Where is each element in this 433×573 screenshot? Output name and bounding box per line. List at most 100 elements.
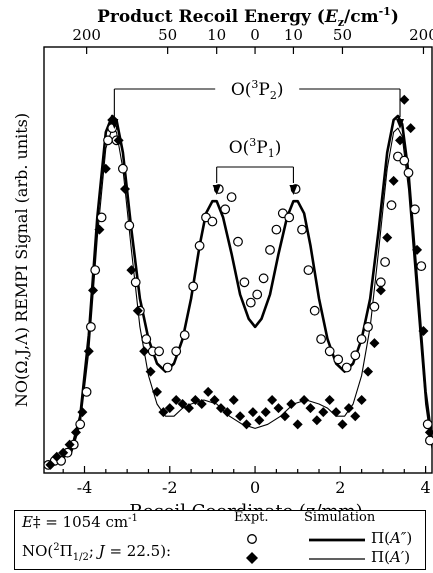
- data-point-open-circle: [154, 346, 165, 357]
- data-point-filled-diamond: [203, 386, 214, 397]
- top-axis-label: Product Recoil Energy (Ez/cm-1): [97, 5, 399, 29]
- data-point-filled-diamond: [418, 326, 429, 336]
- data-point-filled-diamond: [100, 163, 111, 174]
- data-point-filled-diamond: [235, 411, 246, 422]
- annotation-o3p1: O(3P1): [229, 136, 282, 160]
- data-point-filled-diamond: [83, 346, 94, 357]
- series-filled-diamond: [45, 94, 433, 470]
- data-point-filled-diamond: [209, 394, 220, 405]
- data-point-open-circle: [117, 163, 128, 174]
- data-point-open-circle: [171, 346, 182, 357]
- legend-row2-label: Π(A′): [371, 548, 411, 566]
- data-point-open-circle: [316, 334, 327, 345]
- data-point-open-circle: [220, 204, 231, 215]
- data-point-filled-diamond: [405, 123, 416, 134]
- data-point-filled-diamond: [286, 399, 297, 410]
- data-point-open-circle: [271, 224, 282, 235]
- data-point-open-circle: [284, 212, 295, 223]
- data-point-filled-diamond: [51, 451, 62, 462]
- data-point-open-circle: [194, 240, 205, 251]
- legend-state-label: NO(2Π1/2; J = 22.5):: [22, 542, 172, 563]
- data-point-open-circle: [422, 419, 433, 430]
- data-point-filled-diamond: [70, 427, 81, 438]
- data-point-filled-diamond: [247, 407, 258, 418]
- data-point-open-circle: [130, 277, 141, 288]
- data-point-open-circle: [403, 167, 414, 178]
- data-point-open-circle: [96, 212, 107, 223]
- data-point-open-circle: [258, 273, 269, 284]
- top-tick-label: 200: [72, 26, 101, 44]
- data-point-filled-diamond: [132, 305, 143, 316]
- data-point-filled-diamond: [388, 175, 399, 186]
- data-point-filled-diamond: [215, 403, 226, 414]
- data-point-open-circle: [188, 281, 199, 292]
- data-point-filled-diamond: [363, 366, 374, 377]
- data-point-filled-diamond: [228, 394, 239, 405]
- p2-arrowhead-right: [396, 119, 405, 129]
- data-point-open-circle: [333, 354, 344, 365]
- simulation-line-a2: [44, 114, 433, 467]
- data-point-filled-diamond: [324, 394, 335, 405]
- legend-row1-label: Π(A″): [371, 529, 413, 547]
- data-point-filled-diamond: [369, 338, 380, 349]
- data-point-filled-diamond: [318, 407, 329, 418]
- data-point-filled-diamond: [77, 407, 88, 418]
- data-point-open-circle: [245, 297, 256, 308]
- top-tick-label: 0: [250, 26, 260, 44]
- data-point-open-circle: [103, 135, 113, 146]
- data-point-filled-diamond: [177, 399, 188, 410]
- data-point-open-circle: [363, 322, 373, 332]
- data-point-open-circle: [124, 220, 135, 231]
- legend-filled-diamond-icon: [246, 552, 258, 564]
- data-point-filled-diamond: [382, 232, 393, 243]
- legend-open-circle-icon: [247, 534, 257, 544]
- data-point-filled-diamond: [305, 403, 316, 414]
- top-tick-label: 10: [284, 26, 303, 44]
- data-point-filled-diamond: [139, 346, 150, 357]
- series-layer: [43, 94, 433, 470]
- y-axis-label: NO(Ω,J,Λ) REMPI Signal (arb. units): [12, 113, 31, 407]
- data-point-filled-diamond: [343, 403, 354, 414]
- data-point-filled-diamond: [337, 419, 348, 430]
- data-point-filled-diamond: [164, 403, 175, 414]
- data-point-open-circle: [350, 350, 361, 361]
- data-point-filled-diamond: [375, 285, 386, 296]
- data-point-filled-diamond: [196, 399, 207, 410]
- data-point-filled-diamond: [311, 415, 322, 426]
- x-tick-label: 0: [250, 478, 260, 497]
- data-point-open-circle: [90, 265, 101, 276]
- data-point-filled-diamond: [241, 419, 252, 430]
- legend-energy-label: E‡ = 1054 cm-1: [22, 513, 138, 531]
- data-point-filled-diamond: [158, 407, 169, 418]
- data-point-open-circle: [425, 435, 433, 446]
- legend: E‡ = 1054 cm-1 NO(2Π1/2; J = 22.5): Expt…: [14, 510, 426, 570]
- data-point-open-circle: [141, 334, 152, 345]
- data-point-open-circle: [410, 204, 420, 215]
- top-tick-label: 10: [207, 26, 226, 44]
- data-point-filled-diamond: [151, 386, 162, 397]
- x-tick-label: -2: [162, 478, 178, 497]
- data-point-filled-diamond: [267, 394, 278, 405]
- data-point-filled-diamond: [292, 419, 303, 430]
- annotation-layer: [110, 88, 405, 195]
- data-point-open-circle: [233, 236, 243, 247]
- data-point-filled-diamond: [399, 94, 410, 105]
- data-point-filled-diamond: [113, 135, 124, 146]
- data-point-filled-diamond: [45, 459, 56, 470]
- data-point-filled-diamond: [424, 427, 433, 438]
- series-open-circle: [43, 123, 433, 470]
- x-tick-label: 4: [421, 478, 431, 497]
- plot-frame: [43, 46, 433, 474]
- data-point-filled-diamond: [254, 415, 265, 426]
- data-point-open-circle: [356, 334, 367, 345]
- top-tick-label: 200: [409, 26, 433, 44]
- legend-sim-header: Simulation: [304, 510, 376, 525]
- data-point-filled-diamond: [88, 285, 99, 296]
- data-point-open-circle: [309, 305, 320, 316]
- data-point-filled-diamond: [58, 447, 69, 458]
- data-point-filled-diamond: [299, 394, 310, 405]
- x-tick-label: -4: [77, 478, 93, 497]
- data-point-open-circle: [226, 192, 237, 203]
- data-point-open-circle: [380, 257, 391, 267]
- data-point-open-circle: [239, 277, 250, 288]
